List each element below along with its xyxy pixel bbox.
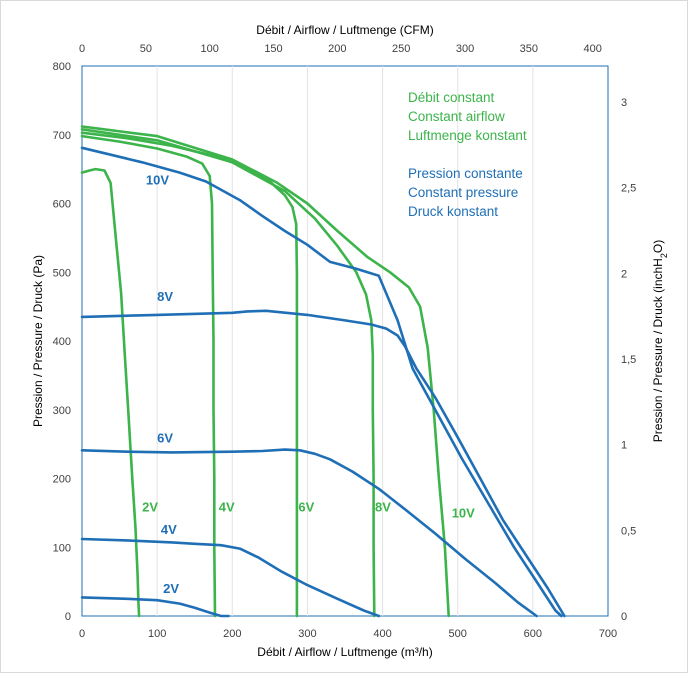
x-tick-label: 200 <box>223 628 241 640</box>
y-tick-label: 100 <box>53 542 71 554</box>
legend-blue-line-1: Pression constante <box>408 166 523 181</box>
y2-axis-title: Pression / Pressure / Druck (inchH2O) <box>651 240 669 442</box>
series-label-constant-pressure-8v: 8V <box>157 289 173 304</box>
series-line-constant-airflow-2v <box>80 167 141 618</box>
x-tick-label: 700 <box>599 628 617 640</box>
series-label-constant-airflow-8v: 8V <box>375 500 391 515</box>
y2-tick-label: 0 <box>621 611 627 623</box>
series-line-constant-pressure-8v <box>80 309 566 618</box>
x2-tick-label: 300 <box>456 43 474 55</box>
x-tick-label: 300 <box>298 628 316 640</box>
series-label-constant-pressure-4v: 4V <box>161 522 177 537</box>
series-label-constant-airflow-6v: 6V <box>298 500 314 515</box>
legend-green-line-2: Constant airflow <box>408 109 505 124</box>
x2-tick-label: 250 <box>392 43 410 55</box>
x2-tick-label: 350 <box>520 43 538 55</box>
y-tick-label: 400 <box>53 336 71 348</box>
x-tick-label: 500 <box>449 628 467 640</box>
series-label-constant-airflow-10v: 10V <box>452 506 475 521</box>
legend-green-line-1: Débit constant <box>408 90 495 105</box>
x2-tick-label: 200 <box>328 43 346 55</box>
series-label-constant-airflow-2v: 2V <box>142 500 158 515</box>
series-line-constant-pressure-2v <box>80 596 230 618</box>
series-line-constant-pressure-6v <box>80 448 538 618</box>
y-tick-label: 200 <box>53 474 71 486</box>
series-line-constant-pressure-4v <box>80 537 381 618</box>
y-tick-label: 500 <box>53 267 71 279</box>
x2-axis-title: Débit / Airflow / Luftmenge (CFM) <box>256 23 433 37</box>
x2-tick-label: 150 <box>264 43 282 55</box>
legend: Débit constant Constant airflow Luftmeng… <box>408 90 527 219</box>
y-tick-label: 700 <box>53 130 71 142</box>
legend-blue-line-3: Druck konstant <box>408 204 498 219</box>
y2-tick-label: 2,5 <box>621 183 636 195</box>
series-line-constant-airflow-8v <box>80 128 376 618</box>
series-line-constant-pressure-10v <box>80 146 563 618</box>
legend-green-line-3: Luftmenge konstant <box>408 128 527 143</box>
x2-tick-label: 400 <box>583 43 601 55</box>
grid-lines <box>156 66 534 616</box>
x-tick-label: 400 <box>373 628 391 640</box>
y2-tick-label: 1 <box>621 440 627 452</box>
x-tick-label: 0 <box>79 628 85 640</box>
x-tick-label: 600 <box>524 628 542 640</box>
y-tick-label: 800 <box>53 61 71 73</box>
series-line-constant-airflow-4v <box>80 134 217 618</box>
plot-area <box>81 65 609 617</box>
series-line-constant-airflow-10v <box>80 125 450 618</box>
series-label-constant-pressure-6v: 6V <box>157 430 173 445</box>
x2-tick-label: 0 <box>79 43 85 55</box>
y2-tick-label: 3 <box>621 97 627 109</box>
series-label-constant-pressure-10v: 10V <box>146 172 169 187</box>
y-tick-label: 300 <box>53 405 71 417</box>
y2-tick-label: 1,5 <box>621 354 636 366</box>
series-label-constant-airflow-4v: 4V <box>219 500 235 515</box>
x-tick-label: 100 <box>148 628 166 640</box>
y2-tick-label: 2 <box>621 268 627 280</box>
x-axis-title: Débit / Airflow / Luftmenge (m³/h) <box>257 645 432 659</box>
y-axis-title: Pression / Pressure / Druck (Pa) <box>31 255 45 427</box>
series-label-constant-pressure-2v: 2V <box>163 581 179 596</box>
y2-tick-label: 0,5 <box>621 525 636 537</box>
series-lines <box>80 125 566 618</box>
x2-tick-label: 100 <box>200 43 218 55</box>
legend-blue-line-2: Constant pressure <box>408 185 518 200</box>
y-tick-label: 600 <box>53 199 71 211</box>
y-tick-label: 0 <box>65 611 71 623</box>
x2-tick-label: 50 <box>140 43 152 55</box>
